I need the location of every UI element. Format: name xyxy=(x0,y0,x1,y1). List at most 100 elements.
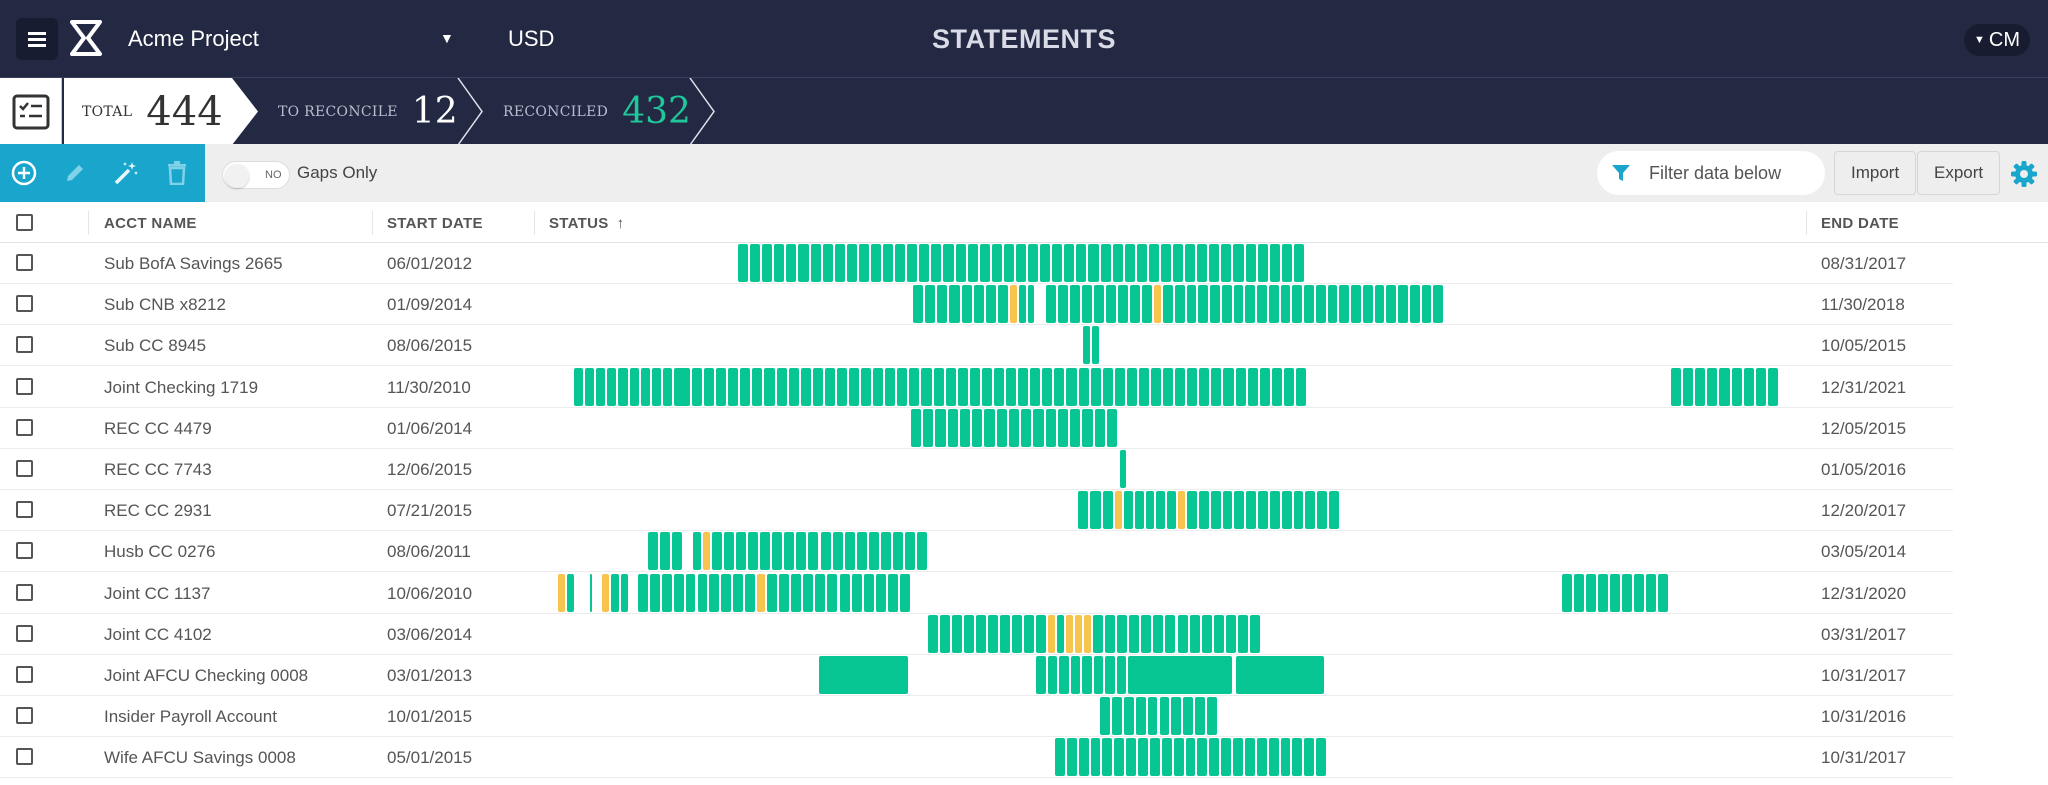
row-checkbox[interactable] xyxy=(16,583,33,601)
statement-reconciled[interactable] xyxy=(1054,367,1065,406)
statement-reconciled[interactable] xyxy=(662,367,672,406)
statement-gap[interactable] xyxy=(558,573,565,612)
table-row[interactable]: REC CC 4479 01/06/2014 12/05/2015 xyxy=(0,408,1953,449)
statement-reconciled[interactable] xyxy=(1233,244,1244,282)
magic-button[interactable] xyxy=(112,159,140,187)
statement-reconciled[interactable] xyxy=(1197,738,1208,777)
statement-reconciled[interactable] xyxy=(1186,285,1197,324)
table-row[interactable]: Sub CC 8945 08/06/2015 10/05/2015 xyxy=(0,325,1953,367)
table-row[interactable]: REC CC 2931 07/21/2015 12/20/2017 xyxy=(0,490,1953,532)
statement-reconciled[interactable] xyxy=(851,573,862,612)
statement-reconciled[interactable] xyxy=(1197,244,1208,282)
statement-reconciled[interactable] xyxy=(772,532,783,571)
statement-gap[interactable] xyxy=(1066,614,1073,653)
statement-reconciled[interactable] xyxy=(1019,285,1026,324)
statement-reconciled[interactable] xyxy=(899,573,910,612)
statement-reconciled[interactable] xyxy=(1198,491,1209,530)
statement-reconciled[interactable] xyxy=(674,367,690,406)
col-start-date[interactable]: START DATE xyxy=(387,215,483,232)
statement-reconciled[interactable] xyxy=(1185,738,1196,777)
statement-reconciled[interactable] xyxy=(957,367,968,406)
statement-reconciled[interactable] xyxy=(1409,285,1420,324)
statement-reconciled[interactable] xyxy=(1245,285,1255,324)
statement-reconciled[interactable] xyxy=(740,367,751,406)
statement-reconciled[interactable] xyxy=(1102,367,1113,406)
statement-reconciled[interactable] xyxy=(964,614,974,653)
statement-reconciled[interactable] xyxy=(1421,285,1432,324)
statement-reconciled[interactable] xyxy=(849,367,860,406)
statement-reconciled[interactable] xyxy=(1767,367,1778,406)
statement-reconciled[interactable] xyxy=(1124,244,1135,282)
statement-reconciled[interactable] xyxy=(883,244,894,282)
status-timeline[interactable] xyxy=(0,367,1953,408)
statement-reconciled[interactable] xyxy=(1610,573,1620,612)
import-button[interactable]: Import xyxy=(1834,151,1917,195)
statement-reconciled[interactable] xyxy=(1671,367,1682,406)
statement-reconciled[interactable] xyxy=(961,285,972,324)
statement-reconciled[interactable] xyxy=(1293,244,1304,282)
table-row[interactable]: Sub BofA Savings 2665 06/01/2012 08/31/201… xyxy=(0,243,1953,284)
statement-reconciled[interactable] xyxy=(1130,285,1140,324)
statement-reconciled[interactable] xyxy=(1040,244,1051,282)
statement-reconciled[interactable] xyxy=(1304,285,1314,324)
statement-reconciled[interactable] xyxy=(1755,367,1766,406)
statement-reconciled[interactable] xyxy=(1006,367,1017,406)
statement-reconciled[interactable] xyxy=(1100,697,1110,736)
row-checkbox[interactable] xyxy=(16,336,33,354)
statement-reconciled[interactable] xyxy=(1120,450,1126,488)
statement-reconciled[interactable] xyxy=(1174,285,1185,324)
statement-reconciled[interactable] xyxy=(1187,491,1197,530)
statement-reconciled[interactable] xyxy=(1124,491,1133,530)
statement-reconciled[interactable] xyxy=(1257,285,1267,324)
statement-reconciled[interactable] xyxy=(1008,408,1020,447)
statement-reconciled[interactable] xyxy=(1622,573,1632,612)
table-row[interactable]: Insider Payroll Account 10/01/2015 10/31/2… xyxy=(0,696,1953,738)
statement-reconciled[interactable] xyxy=(1210,491,1221,530)
statement-reconciled[interactable] xyxy=(590,573,592,612)
statement-reconciled[interactable] xyxy=(1138,738,1148,777)
statement-reconciled[interactable] xyxy=(1271,367,1282,406)
statement-reconciled[interactable] xyxy=(1386,285,1396,324)
statement-gap[interactable] xyxy=(703,532,710,571)
statement-reconciled[interactable] xyxy=(796,532,807,571)
statement-reconciled[interactable] xyxy=(1268,285,1279,324)
statement-reconciled[interactable] xyxy=(1209,244,1220,282)
statement-reconciled[interactable] xyxy=(1225,614,1236,653)
statement-reconciled[interactable] xyxy=(1329,491,1339,530)
statement-reconciled[interactable] xyxy=(1295,367,1306,406)
currency-label[interactable]: USD xyxy=(508,26,555,51)
statement-reconciled[interactable] xyxy=(1165,614,1176,653)
statement-reconciled[interactable] xyxy=(1283,367,1294,406)
status-timeline[interactable] xyxy=(0,655,1953,696)
statement-reconciled[interactable] xyxy=(762,244,773,282)
statement-reconciled[interactable] xyxy=(870,244,881,282)
statement-reconciled[interactable] xyxy=(1055,738,1065,777)
statement-reconciled[interactable] xyxy=(1142,285,1152,324)
statement-reconciled[interactable] xyxy=(1247,367,1258,406)
statement-reconciled[interactable] xyxy=(1045,408,1056,447)
statement-reconciled[interactable] xyxy=(1280,285,1291,324)
statement-reconciled[interactable] xyxy=(1163,367,1174,406)
status-timeline[interactable] xyxy=(0,284,1953,325)
statement-reconciled[interactable] xyxy=(1046,285,1056,324)
statement-reconciled[interactable] xyxy=(1156,491,1166,530)
statement-reconciled[interactable] xyxy=(1094,408,1105,447)
statement-reconciled[interactable] xyxy=(1066,367,1077,406)
statement-reconciled[interactable] xyxy=(750,244,761,282)
statement-reconciled[interactable] xyxy=(1090,738,1101,777)
statement-reconciled[interactable] xyxy=(1269,491,1280,530)
statement-reconciled[interactable] xyxy=(1148,244,1159,282)
statement-reconciled[interactable] xyxy=(1316,738,1326,777)
statement-reconciled[interactable] xyxy=(937,285,948,324)
statement-reconciled[interactable] xyxy=(1374,285,1385,324)
statement-reconciled[interactable] xyxy=(712,532,723,571)
statement-reconciled[interactable] xyxy=(738,244,749,282)
statement-reconciled[interactable] xyxy=(996,408,1007,447)
statement-reconciled[interactable] xyxy=(1280,738,1291,777)
statement-reconciled[interactable] xyxy=(1269,244,1280,282)
statement-reconciled[interactable] xyxy=(1719,367,1730,406)
statement-reconciled[interactable] xyxy=(820,532,831,571)
statement-reconciled[interactable] xyxy=(1658,573,1668,612)
statement-reconciled[interactable] xyxy=(1199,367,1210,406)
statement-reconciled[interactable] xyxy=(638,573,648,612)
